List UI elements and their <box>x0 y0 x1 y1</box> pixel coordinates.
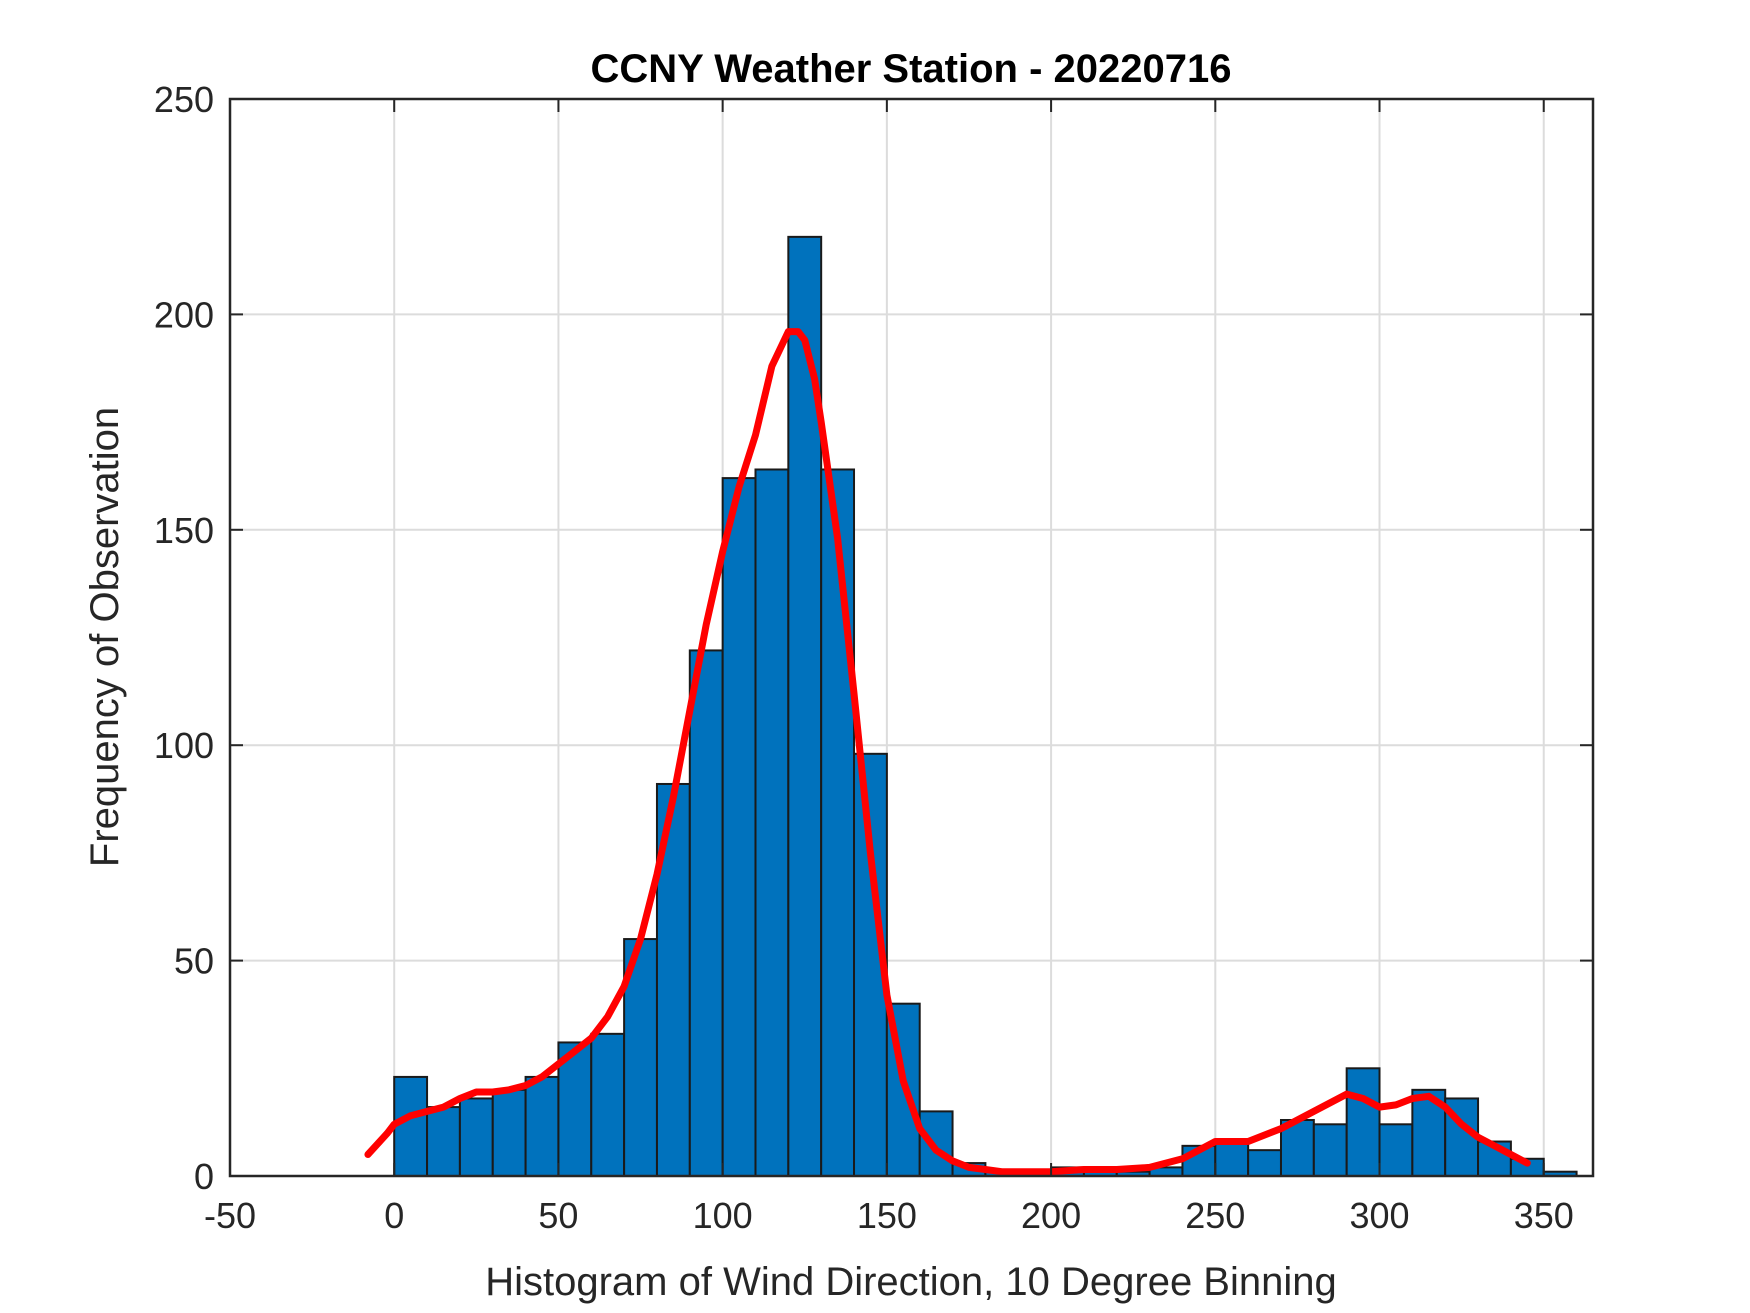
y-tick-label: 150 <box>154 510 214 551</box>
histogram-bar <box>491 1088 527 1177</box>
density-curve-line <box>364 328 1531 1176</box>
x-tick-label: 0 <box>384 1195 404 1236</box>
x-tick-label: 100 <box>693 1195 753 1236</box>
histogram-bar <box>1247 1149 1282 1177</box>
histogram-bar <box>1214 1140 1250 1178</box>
histogram-bar <box>590 1032 626 1178</box>
histogram-bar <box>1378 1123 1414 1177</box>
x-tick-labels: -50 0 50 100 150 200 250 300 350 <box>204 1195 1574 1236</box>
y-tick-label: 250 <box>154 79 214 120</box>
x-tick-label: 350 <box>1514 1195 1574 1236</box>
histogram-bar <box>458 1097 494 1178</box>
density-curve <box>364 328 1531 1176</box>
y-tick-label: 50 <box>174 941 214 982</box>
histogram-bar <box>1312 1123 1348 1177</box>
histogram-bar <box>524 1075 560 1178</box>
histogram-bar <box>1345 1067 1381 1178</box>
grid-lines <box>229 98 1593 1177</box>
chart-title: CCNY Weather Station - 20220716 <box>591 47 1232 91</box>
histogram-bar <box>820 468 856 1178</box>
x-tick-label: 50 <box>538 1195 578 1236</box>
histogram-bar <box>721 477 757 1177</box>
x-tick-label: 300 <box>1349 1195 1409 1236</box>
y-tick-labels: 0 50 100 150 200 250 <box>154 79 214 1197</box>
y-axis-label: Frequency of Observation <box>83 407 127 867</box>
y-tick-label: 200 <box>154 294 214 335</box>
plot-area <box>230 99 1593 1176</box>
histogram-bar <box>754 468 790 1178</box>
histogram-bar <box>918 1110 954 1178</box>
x-tick-label: 200 <box>1021 1195 1081 1236</box>
y-tick-label: 0 <box>194 1156 214 1197</box>
x-tick-label: 150 <box>857 1195 917 1236</box>
y-tick-label: 100 <box>154 725 214 766</box>
histogram-bar <box>426 1106 461 1178</box>
x-tick-label: 250 <box>1185 1195 1245 1236</box>
plot-frame <box>228 97 1595 1178</box>
x-tick-label: -50 <box>204 1195 256 1236</box>
histogram-bar <box>688 649 724 1177</box>
histogram-bar <box>393 1075 429 1178</box>
x-axis-label: Histogram of Wind Direction, 10 Degree B… <box>485 1260 1337 1304</box>
